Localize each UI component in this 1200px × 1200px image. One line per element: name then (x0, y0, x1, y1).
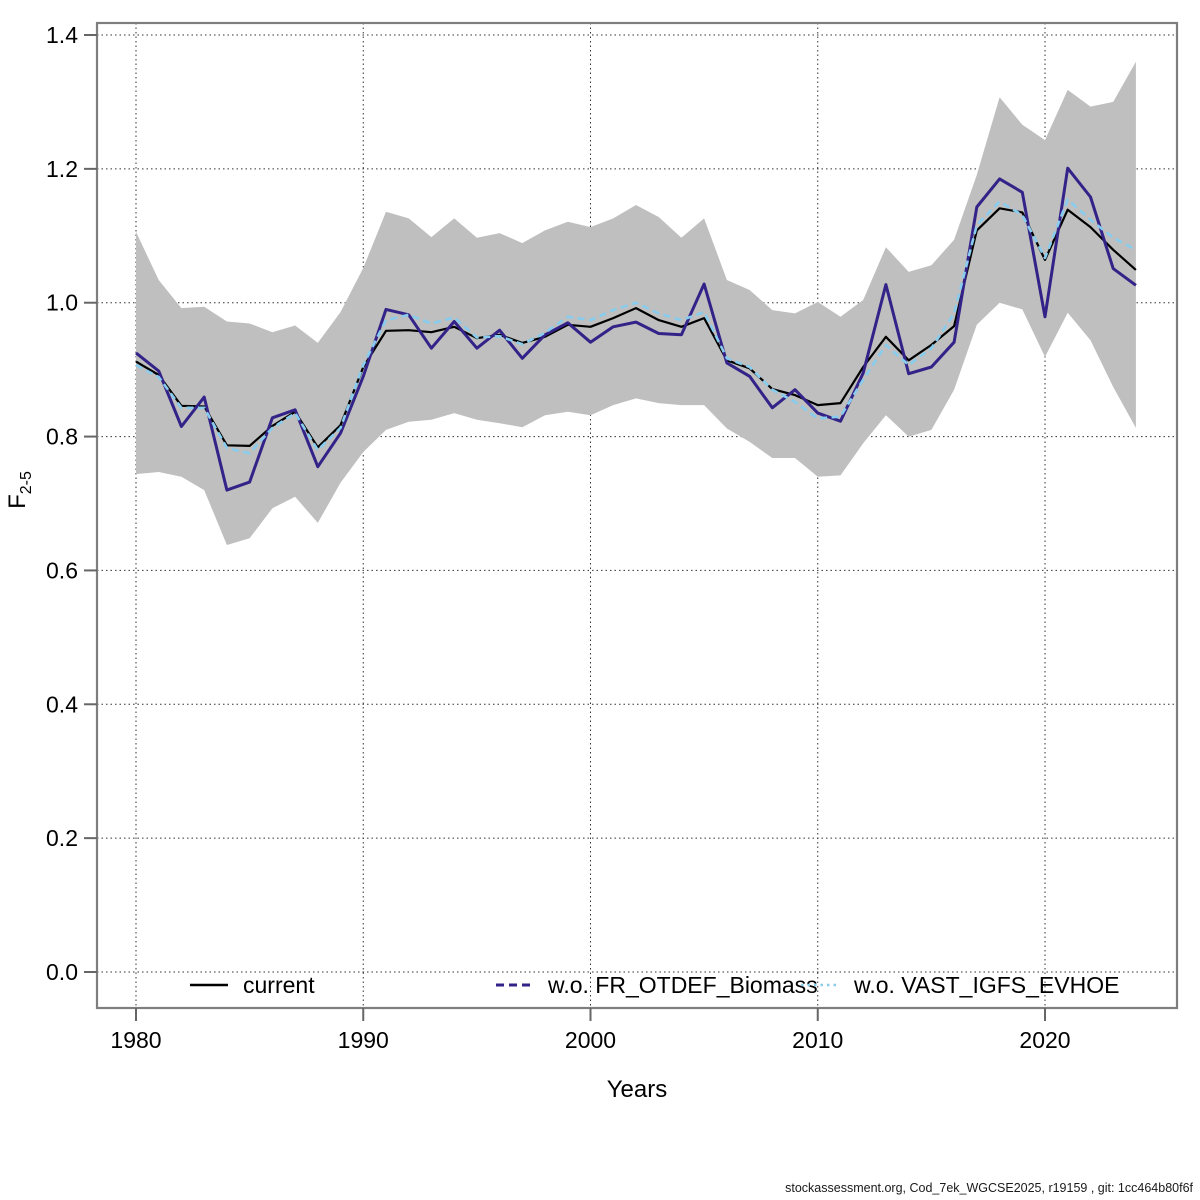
x-tick-label-2020: 2020 (1019, 1027, 1070, 1053)
y-tick-label-0.8: 0.8 (46, 424, 78, 450)
legend-label-wo-fr-otdef-biomass: w.o. FR_OTDEF_Biomass (547, 972, 818, 998)
y-tick-label-0: 0.0 (46, 959, 78, 985)
legend: current w.o. FR_OTDEF_Biomass w.o. VAST_… (190, 972, 1119, 998)
legend-item-current: current (190, 972, 315, 998)
x-axis: 1980 1990 2000 2010 2020 (110, 1008, 1071, 1053)
y-axis-title: F2-5 (4, 471, 35, 509)
series-line-wo-vast-igfs-evhoe (135, 198, 1137, 455)
legend-item-wo-fr-otdef-biomass: w.o. FR_OTDEF_Biomass (496, 972, 818, 998)
y-tick-label-1.4: 1.4 (46, 22, 78, 48)
y-tick-label-1.2: 1.2 (46, 156, 78, 182)
plot-border (95, 21, 1179, 1010)
x-axis-title: Years (607, 1076, 668, 1103)
y-tick-label-0.2: 0.2 (46, 825, 78, 851)
y-axis: 0.0 0.2 0.4 0.6 0.8 1.0 1.2 1.4 (46, 22, 97, 985)
series-layer (135, 166, 1137, 492)
legend-label-current: current (243, 972, 315, 998)
x-tick-label-2010: 2010 (792, 1027, 843, 1053)
y-axis-title-subscript: 2-5 (18, 471, 35, 494)
y-tick-label-0.4: 0.4 (46, 691, 78, 717)
legend-item-wo-vast-igfs-evhoe: w.o. VAST_IGFS_EVHOE (801, 972, 1119, 998)
footer-attribution: stockassessment.org, Cod_7ek_WGCSE2025, … (785, 1181, 1193, 1195)
x-tick-label-2000: 2000 (565, 1027, 616, 1053)
y-tick-label-1: 1.0 (46, 290, 78, 316)
legend-label-wo-vast-igfs-evhoe: w.o. VAST_IGFS_EVHOE (853, 972, 1119, 998)
x-tick-label-1980: 1980 (110, 1027, 161, 1053)
x-tick-label-1990: 1990 (338, 1027, 389, 1053)
y-tick-label-0.6: 0.6 (46, 557, 78, 583)
